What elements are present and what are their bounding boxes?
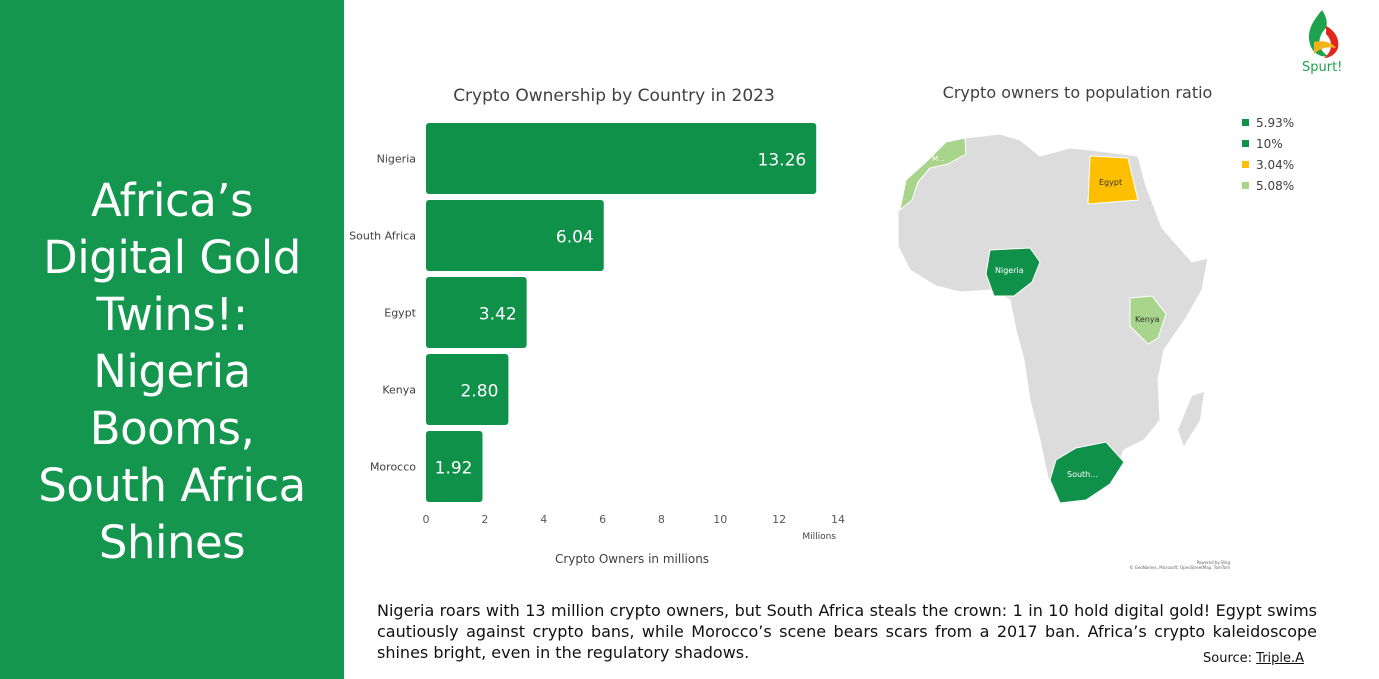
bar — [426, 277, 527, 348]
category-label: Morocco — [370, 461, 416, 474]
map-label-nigeria: Nigeria — [995, 266, 1024, 275]
headline-panel: Africa’s Digital Gold Twins!: Nigeria Bo… — [0, 0, 344, 679]
x-tick-label: 14 — [831, 513, 845, 526]
headline-line: Twins!: — [96, 288, 248, 341]
source-link[interactable]: Triple.A — [1256, 651, 1305, 666]
legend-swatch — [1242, 140, 1249, 147]
bar-value-label: 3.42 — [479, 305, 517, 325]
x-axis-title: Crypto Owners in millions — [555, 552, 709, 566]
category-label: Nigeria — [377, 153, 416, 166]
x-tick-label: 6 — [599, 513, 606, 526]
category-label: Kenya — [382, 384, 416, 397]
map-credit: Powered by Bing © GeoNames, Microsoft, O… — [1110, 560, 1231, 570]
bar — [426, 123, 817, 194]
map-region-egypt — [1087, 155, 1139, 205]
legend-swatch — [1242, 161, 1249, 168]
headline-line: Africa’s — [90, 174, 254, 227]
map-credit-line: © GeoNames, Microsoft, OpenStreetMap, To… — [1129, 565, 1231, 570]
bar-value-label: 6.04 — [556, 228, 594, 248]
bar — [426, 354, 509, 425]
legend-swatch — [1242, 119, 1249, 126]
map-region-nigeria — [985, 247, 1041, 297]
map-label-kenya: Kenya — [1135, 315, 1160, 324]
caption-text: Nigeria roars with 13 million crypto own… — [377, 601, 1317, 662]
x-unit-label: Millions — [802, 532, 836, 542]
map-credit-line: Powered by Bing — [1196, 560, 1230, 565]
x-tick-label: 10 — [713, 513, 727, 526]
legend-label: 5.08% — [1256, 178, 1295, 193]
source-label: Source: — [1203, 651, 1253, 666]
legend-label: 3.04% — [1256, 157, 1295, 172]
map-title: Crypto owners to population ratio — [942, 83, 1213, 102]
bar-value-label: 13.26 — [758, 151, 807, 171]
spurt-logo: Spurt! — [1292, 8, 1356, 80]
headline-line: Digital Gold — [43, 231, 301, 284]
legend-label: 5.93% — [1256, 115, 1295, 130]
logo-text: Spurt! — [1302, 60, 1343, 75]
map-region-morocco — [899, 137, 967, 212]
legend-swatch — [1242, 182, 1249, 189]
x-tick-label: 2 — [481, 513, 488, 526]
bar-value-label: 2.80 — [461, 382, 499, 402]
map-label-morocco: M... — [932, 155, 945, 163]
map-legend: 5.93% 10% 3.04% 5.08% — [1242, 112, 1294, 196]
category-label: Egypt — [384, 307, 416, 320]
headline-line: South Africa — [38, 459, 306, 512]
bar — [426, 200, 604, 271]
chart-title: Crypto Ownership by Country in 2023 — [453, 86, 775, 106]
category-label: South Africa — [349, 230, 416, 243]
africa-landmass — [897, 133, 1209, 504]
legend-item: 3.04% — [1242, 154, 1294, 175]
bar-value-label: 1.92 — [435, 459, 473, 479]
map-region-kenya — [1129, 295, 1167, 345]
map-label-south-africa: South... — [1067, 470, 1098, 479]
bar — [426, 431, 483, 502]
legend-item: 5.08% — [1242, 175, 1294, 196]
headline: Africa’s Digital Gold Twins!: Nigeria Bo… — [0, 172, 344, 571]
x-tick-label: 0 — [423, 513, 430, 526]
map-label-egypt: Egypt — [1099, 178, 1122, 187]
legend-item: 5.93% — [1242, 112, 1294, 133]
source-line: Source: Triple.A — [1203, 651, 1304, 666]
legend-label: 10% — [1256, 136, 1283, 151]
legend-item: 10% — [1242, 133, 1294, 154]
x-tick-label: 4 — [540, 513, 547, 526]
map-region-south-africa — [1049, 441, 1125, 504]
x-tick-label: 8 — [658, 513, 665, 526]
madagascar — [1178, 392, 1204, 446]
headline-line: Nigeria — [93, 345, 251, 398]
x-tick-label: 12 — [772, 513, 786, 526]
headline-line: Booms, — [89, 402, 255, 455]
headline-line: Shines — [98, 516, 246, 569]
flame-logo-icon — [1308, 10, 1339, 58]
